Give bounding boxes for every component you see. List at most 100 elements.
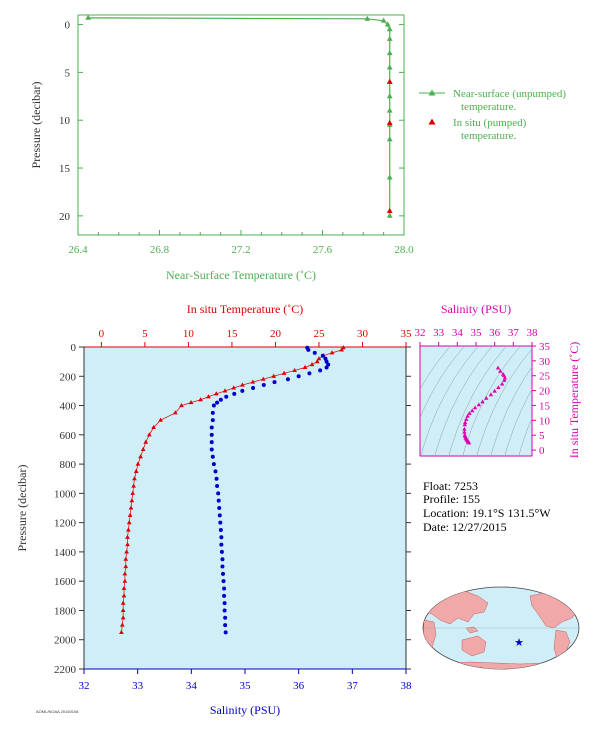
ts-plot-frame xyxy=(419,345,533,457)
temperature-point xyxy=(240,382,245,387)
salinity-point xyxy=(307,371,312,376)
salinity-tick-label: 32 xyxy=(79,680,90,692)
salinity-point xyxy=(220,557,225,562)
ts-y-tick-label: 20 xyxy=(539,386,551,398)
salinity-x-ticks: 32 33 34 35 36 37 38 xyxy=(79,669,412,692)
ts-x-tick-label: 35 xyxy=(471,327,483,339)
map-antarctica xyxy=(427,661,576,669)
temp-tick-label: 30 xyxy=(357,328,369,340)
ts-x-tick-label: 33 xyxy=(433,327,445,339)
salinity-point xyxy=(222,586,227,591)
temperature-point xyxy=(129,498,135,503)
pressure-tick-label: 200 xyxy=(60,371,77,383)
near-surface-y-label: Pressure (decibar) xyxy=(29,82,43,169)
temperature-point xyxy=(314,359,320,364)
near-surface-legend: Near-surface (unpumped) temperature. In … xyxy=(419,88,566,142)
pressure-y-ticks: 0 200 400 600 800 1000 1200 1400 1600 1800 2000 220… xyxy=(54,342,411,676)
temperature-point xyxy=(126,527,131,532)
temperature-point xyxy=(231,385,237,390)
salinity-point xyxy=(324,365,329,370)
temperature-point xyxy=(271,373,277,378)
temperature-point xyxy=(119,629,124,634)
temperature-point xyxy=(281,370,287,375)
near-surface-point xyxy=(384,21,391,27)
salinity-tick-label: 35 xyxy=(240,680,252,692)
salinity-point xyxy=(219,535,224,540)
legend-label-in-situ-2: temperature. xyxy=(461,130,517,142)
temperature-point xyxy=(329,350,335,355)
temp-tick-label: 5 xyxy=(142,328,148,340)
ts-point xyxy=(467,411,472,415)
salinity-point xyxy=(285,377,290,382)
profile-panel: 0 5 10 15 20 25 30 35 32 33 34 35 36 37 38 0 200 400 600… xyxy=(15,302,412,717)
salinity-point xyxy=(211,403,216,408)
temperature-point xyxy=(173,410,178,415)
near-surface-x-label: Near-Surface Temperature (˚C) xyxy=(166,268,316,282)
density-contour xyxy=(462,346,521,456)
salinity-point xyxy=(251,385,256,390)
ts-point xyxy=(492,388,497,393)
density-contour xyxy=(504,388,532,456)
ts-y-tick-label: 0 xyxy=(539,445,545,457)
temperature-point xyxy=(124,549,129,554)
map-australia xyxy=(461,635,487,657)
pressure-tick-label: 1800 xyxy=(54,605,77,617)
x-tick-label: 27.2 xyxy=(231,244,250,256)
temperature-point xyxy=(179,402,184,408)
pressure-tick-label: 400 xyxy=(60,401,77,413)
profile-number: Profile: 155 xyxy=(423,492,480,506)
temperature-point xyxy=(198,397,203,402)
pressure-tick-label: 1600 xyxy=(54,576,77,588)
ts-diagram-panel: 32 33 34 35 36 37 38 0 5 10 15 20 25 30 35 Salinity (… xyxy=(415,302,582,458)
temp-tick-label: 20 xyxy=(270,328,282,340)
near-surface-point xyxy=(386,93,393,99)
salinity-point xyxy=(312,350,317,355)
x-tick-label: 28.0 xyxy=(394,244,414,256)
salinity-point xyxy=(261,383,266,388)
temperature-point xyxy=(188,400,194,405)
salinity-point xyxy=(210,418,215,423)
near-surface-plot-frame xyxy=(77,14,405,236)
temp-tick-label: 15 xyxy=(226,328,238,340)
pressure-tick-label: 600 xyxy=(60,430,77,442)
ts-x-tick-label: 38 xyxy=(527,327,539,339)
temperature-point xyxy=(122,578,128,583)
near-surface-point xyxy=(386,136,393,142)
ts-point xyxy=(470,408,475,413)
temperature-point xyxy=(146,432,152,437)
salinity-point xyxy=(232,391,237,396)
ts-x-tick-label: 37 xyxy=(508,327,520,339)
density-contour xyxy=(448,346,507,456)
near-surface-point xyxy=(386,107,393,113)
salinity-point xyxy=(240,388,245,393)
temperature-point xyxy=(133,468,139,473)
pressure-tick-label: 1200 xyxy=(54,518,77,530)
x-tick-label: 26.8 xyxy=(150,244,170,256)
ts-point xyxy=(496,385,501,390)
near-surface-point xyxy=(85,14,92,20)
temperature-x-ticks: 0 5 10 15 20 25 30 35 xyxy=(99,328,412,347)
salinity-axis-label: Salinity (PSU) xyxy=(210,703,280,717)
ts-point xyxy=(480,399,485,404)
salinity-tick-label: 37 xyxy=(347,680,359,692)
salinity-point xyxy=(218,397,223,402)
salinity-point xyxy=(215,484,220,489)
salinity-point xyxy=(223,630,228,635)
salinity-point xyxy=(217,506,222,510)
near-surface-y-ticks: 0 5 10 15 20 xyxy=(59,20,404,223)
near-surface-point xyxy=(364,15,371,21)
pressure-tick-label: 2000 xyxy=(54,635,77,647)
float-info: Float: 7253 Profile: 155 Location: 19.1°… xyxy=(423,479,551,534)
near-surface-point xyxy=(386,174,393,180)
temperature-point xyxy=(140,446,146,452)
ts-point xyxy=(462,429,467,434)
density-contour xyxy=(420,346,451,390)
density-contour xyxy=(476,348,532,456)
density-contour xyxy=(420,346,465,419)
temperature-point xyxy=(302,364,308,370)
salinity-point xyxy=(318,368,323,373)
temperature-point xyxy=(143,439,149,444)
near-surface-point xyxy=(386,212,393,218)
y-tick-label: 15 xyxy=(59,163,71,175)
salinity-tick-label: 34 xyxy=(186,680,198,692)
